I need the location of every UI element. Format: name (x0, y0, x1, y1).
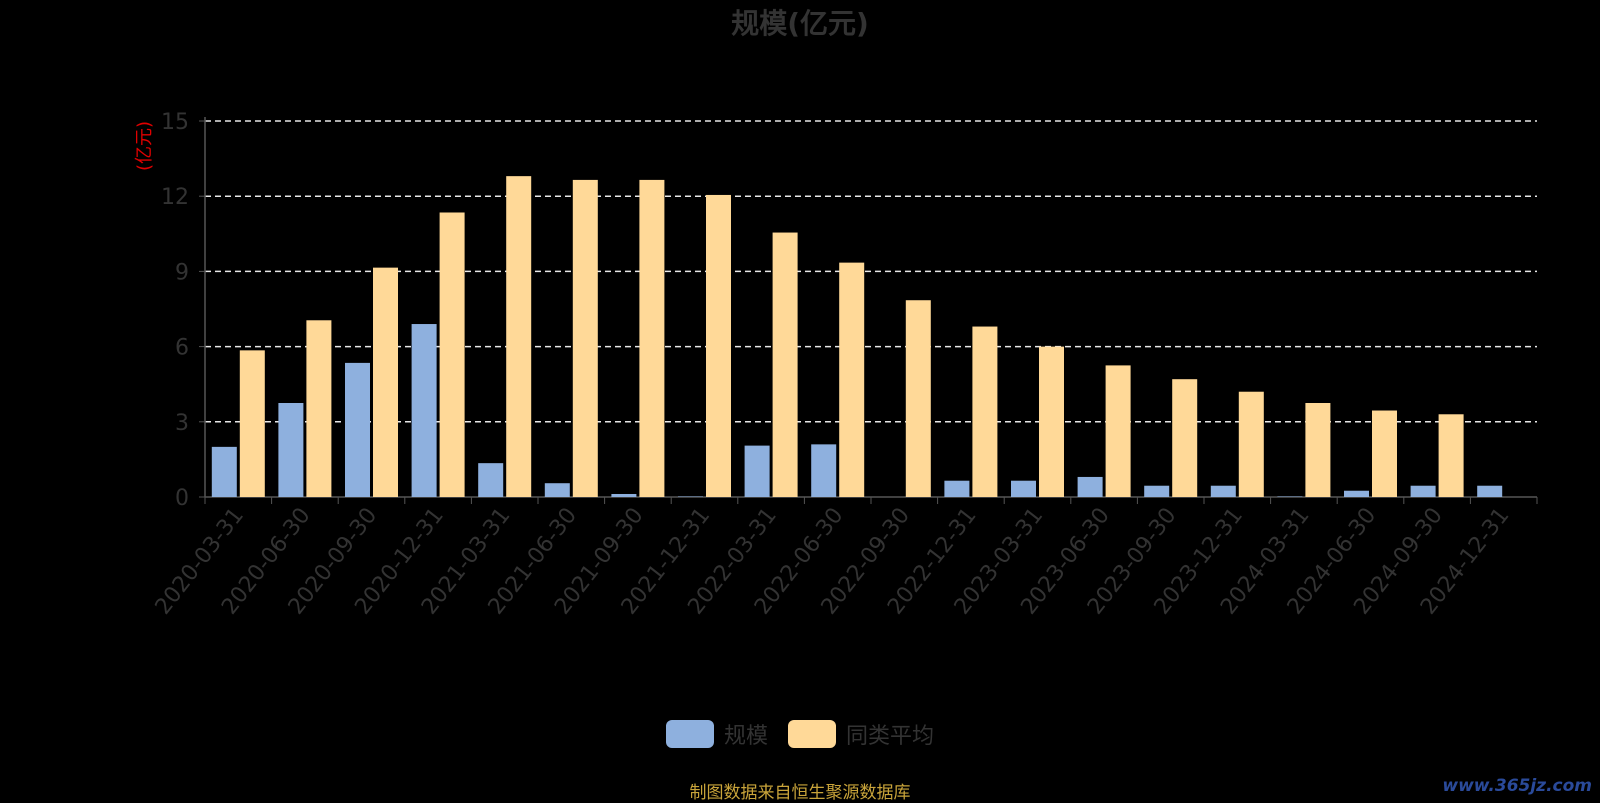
bar-average (905, 300, 931, 497)
bar-average (1372, 410, 1397, 497)
bar-scale (1144, 485, 1170, 497)
y-axis-label: (亿元) (134, 121, 155, 171)
bar-average (706, 194, 731, 498)
bar-average (1172, 379, 1198, 497)
bar-scale (211, 446, 237, 497)
bar-scale (278, 403, 304, 497)
bar-average (839, 262, 865, 497)
bar-chart: 03691215(亿元)2020-03-312020-06-302020-09-… (134, 110, 1538, 619)
legend-swatch-scale (665, 720, 714, 748)
bar-scale (1277, 496, 1303, 497)
legend: 规模 同类平均 (0, 718, 1600, 750)
bar-scale (1344, 490, 1369, 497)
y-tick-label: 9 (175, 260, 189, 285)
watermark: www.365jz.com (1442, 776, 1592, 796)
bar-scale (478, 463, 504, 497)
bar-average (572, 179, 598, 497)
bar-scale (1477, 485, 1503, 497)
y-tick-label: 15 (161, 110, 189, 135)
bar-average (1238, 391, 1264, 497)
bar-average (506, 176, 532, 497)
y-tick-label: 6 (175, 336, 189, 361)
bar-average (1039, 346, 1064, 497)
data-source-note: 制图数据来自恒生聚源数据库 (689, 783, 911, 803)
bar-average (639, 179, 665, 497)
y-tick-label: 3 (175, 411, 189, 436)
bar-average (1105, 365, 1131, 497)
bar-average (439, 212, 465, 497)
bar-scale (1011, 480, 1036, 497)
bar-scale (1210, 485, 1236, 497)
bar-scale (611, 493, 637, 497)
legend-label-average: 同类平均 (846, 724, 935, 749)
y-tick-label: 12 (161, 185, 189, 210)
bar-scale (411, 324, 437, 497)
bar-scale (678, 496, 703, 497)
bar-average (1305, 403, 1331, 497)
bar-scale (811, 444, 837, 497)
bar-scale (744, 445, 770, 497)
bar-average (306, 320, 332, 497)
legend-item-average[interactable]: 同类平均 (788, 718, 934, 750)
bar-scale (944, 480, 970, 497)
chart-title: 规模(亿元) (731, 7, 869, 40)
legend-swatch-average (788, 720, 836, 748)
legend-label-scale: 规模 (723, 724, 768, 749)
y-tick-label: 0 (175, 486, 189, 511)
bar-scale (1077, 476, 1103, 497)
bar-average (772, 232, 798, 497)
bar-average (239, 350, 265, 497)
bar-scale (345, 362, 370, 497)
bar-average (373, 267, 398, 497)
bar-average (972, 326, 998, 497)
bar-average (1438, 414, 1464, 497)
bar-scale (544, 483, 570, 497)
bar-scale (1410, 485, 1436, 497)
legend-item-scale[interactable]: 规模 (665, 718, 768, 750)
